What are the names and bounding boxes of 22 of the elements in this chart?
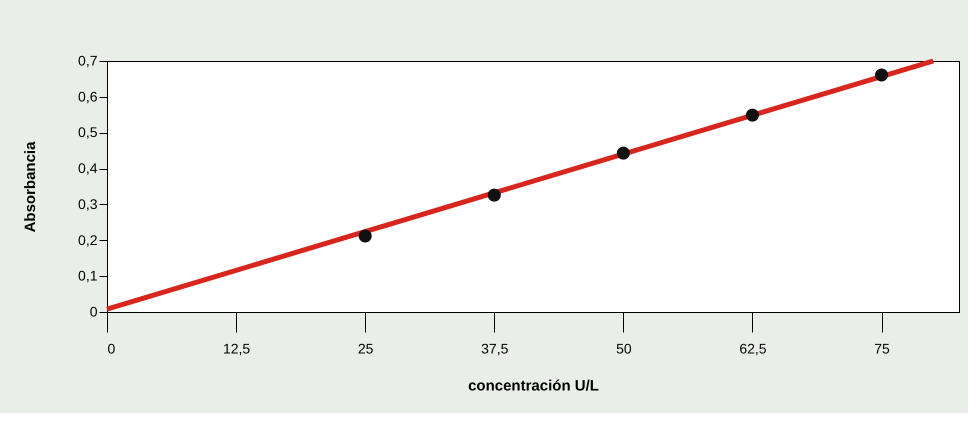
y-tick-label: 0,4 (78, 160, 98, 176)
y-tick-label: 0,2 (78, 232, 98, 248)
y-tick-label: 0,5 (78, 124, 98, 140)
x-tick-label: 0 (108, 340, 116, 356)
y-tick-label: 0,1 (78, 268, 98, 284)
x-tick-label: 50 (616, 340, 632, 356)
x-axis-title: concentración U/L (468, 378, 599, 394)
point (746, 108, 759, 122)
x-tick-label: 12,5 (222, 340, 250, 356)
x-tick-label: 75 (874, 340, 890, 356)
y-tick-label: 0,7 (78, 52, 98, 68)
y-tick-label: 0 (90, 304, 98, 320)
y-axis-title: Absorbancia (22, 140, 40, 232)
x-tick-label: 37,5 (481, 340, 509, 356)
point (358, 229, 372, 242)
point (488, 188, 501, 202)
x-tick-label: 25 (358, 340, 374, 356)
y-tick-label: 0,3 (78, 196, 98, 212)
point (616, 146, 630, 160)
y-tick-label: 0,6 (78, 88, 98, 104)
x-tick-label: 62,5 (739, 340, 767, 356)
point (875, 68, 888, 82)
